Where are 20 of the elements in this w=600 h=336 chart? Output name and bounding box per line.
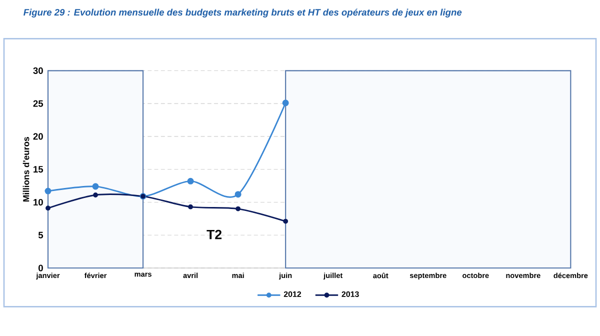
y-axis-title: Millions d'euros <box>22 137 30 202</box>
point <box>187 178 194 184</box>
y-tick-label: 0 <box>38 264 43 272</box>
y-tick-label: 5 <box>38 232 44 238</box>
point <box>282 100 289 106</box>
point <box>283 218 288 224</box>
point <box>93 192 98 198</box>
y-tick-label: 25 <box>33 100 44 107</box>
y-tick-label: 15 <box>34 166 44 173</box>
y-tick-label: 20 <box>33 133 43 140</box>
point <box>188 204 194 210</box>
y-tick-label: 10 <box>34 198 43 206</box>
point <box>236 206 241 212</box>
point <box>234 191 242 198</box>
chart-title: Figure 29 : Evolution mensuelle des budgets marketing bruts et HT des opérateurs de jeux en ligne <box>24 8 462 18</box>
annotation: T2 <box>206 230 222 240</box>
point <box>92 183 99 190</box>
y-tick-label: 30 <box>33 67 43 74</box>
point <box>44 188 52 194</box>
point <box>46 206 50 211</box>
